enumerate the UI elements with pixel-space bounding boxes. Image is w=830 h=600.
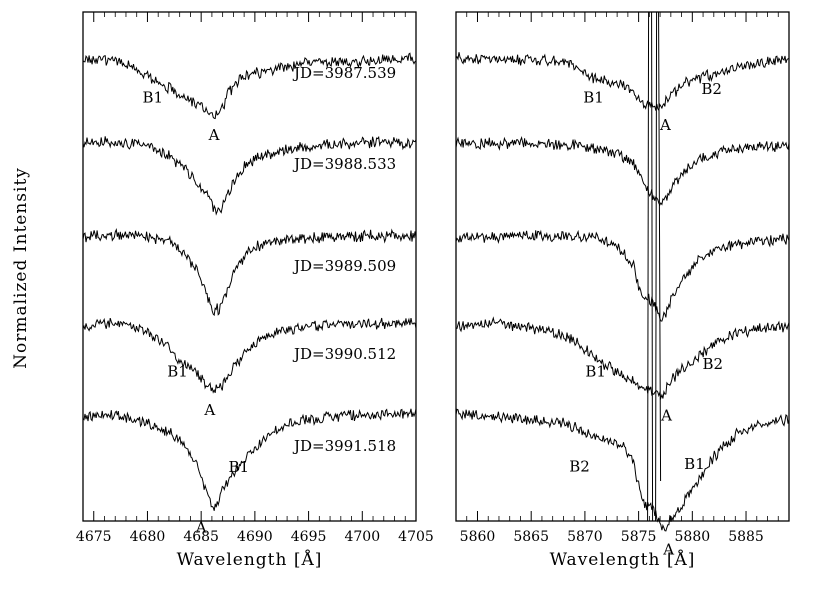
component-label-b1: B1 [228,458,249,476]
x-tick-label: 4675 [76,529,112,545]
component-label-a: A [195,518,207,536]
spectrum-line [82,408,417,511]
x-tick-label: 5870 [567,529,603,545]
component-label-b1: B1 [143,88,164,106]
x-tick-label: 4690 [237,529,273,545]
x-axis-label: Wavelength [Å] [550,549,696,570]
epoch-label: JD=3989.509 [292,257,396,275]
x-tick-label: 5885 [728,529,764,545]
spectrum-line [455,136,790,207]
component-label-b1: B1 [684,455,705,473]
plot-frame [455,11,790,522]
panel-heii-4686: 4675 4680 4685 4690 4695 4700 4705 Wavelength [… [76,11,434,570]
x-tick-label: 4680 [130,529,166,545]
x-axis-label: Wavelength [Å] [177,549,323,570]
spectrum-line [82,227,417,317]
emission-spike [647,11,662,522]
epoch-label: JD=3991.518 [292,437,396,455]
spectrum-line [455,316,790,401]
component-label-a: A [662,540,674,558]
spectrum-line [455,229,790,322]
x-tick-label: 4700 [344,529,380,545]
component-label-b1: B1 [585,363,606,381]
component-label-a: A [660,407,672,425]
plot-frame [82,11,417,522]
x-tick-label: 4695 [291,529,327,545]
x-tick-label: 5860 [460,529,496,545]
spectrum-line [82,52,417,120]
epoch-label: JD=3990.512 [292,345,396,363]
component-label-b1: B1 [583,88,604,106]
epoch-label: JD=3987.539 [292,64,396,82]
epoch-label: JD=3988.533 [292,155,396,173]
component-label-b2: B2 [701,80,722,98]
x-tick-label: 5865 [513,529,549,545]
component-label-b2: B2 [569,458,590,476]
x-tick-label: 4705 [398,529,434,545]
component-label-b1: B1 [167,363,188,381]
spectrum-line [455,408,790,532]
spectrum-line [455,52,790,112]
component-label-a: A [208,126,220,144]
spectrum-line [82,135,417,216]
component-label-a: A [203,401,215,419]
component-label-a: A [659,116,671,134]
spectrum-line [82,317,417,394]
x-tick-label: 5880 [675,529,711,545]
component-label-b2: B2 [702,355,723,373]
y-axis-label: Normalized Intensity [11,167,31,369]
x-tick-label: 5875 [621,529,657,545]
panel-hei-5876: 5860 5865 5870 5875 5880 5885 Wavelength [Å] B1… [455,11,790,570]
x-tick-label: 4685 [183,529,219,545]
